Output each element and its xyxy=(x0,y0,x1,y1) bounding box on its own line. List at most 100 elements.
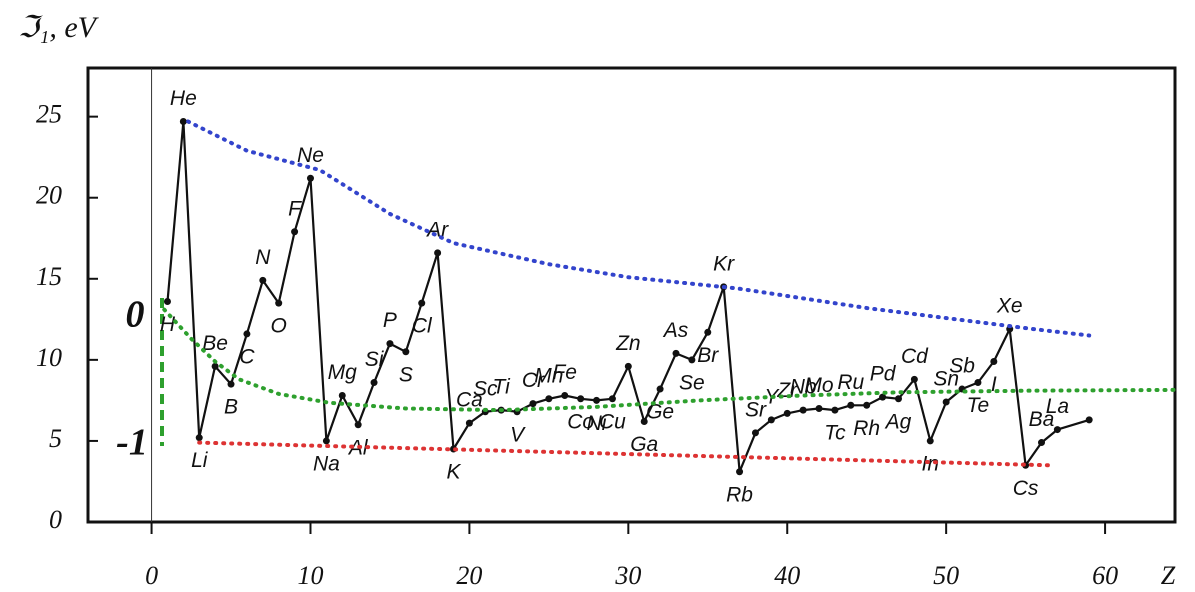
data-point xyxy=(338,392,346,400)
element-label: O xyxy=(271,315,287,338)
y-tick-label: 0 xyxy=(49,505,62,534)
element-label: Mn xyxy=(534,364,563,387)
data-point xyxy=(243,330,251,338)
element-label: Ga xyxy=(630,433,658,456)
data-point xyxy=(322,437,330,445)
element-label: Ge xyxy=(646,401,674,424)
data-point xyxy=(1053,426,1061,434)
data-line xyxy=(166,120,1091,473)
data-point xyxy=(751,429,759,437)
data-point xyxy=(386,340,394,348)
data-point xyxy=(783,409,791,417)
element-label: S xyxy=(399,363,413,386)
data-point xyxy=(656,385,664,393)
trend-line xyxy=(197,440,1052,468)
element-label: Fe xyxy=(552,361,577,384)
element-label: Tc xyxy=(824,422,846,445)
element-label: Se xyxy=(679,371,705,394)
element-label: Cl xyxy=(412,315,433,338)
data-point xyxy=(640,417,648,425)
y-tick-label: 10 xyxy=(36,343,62,372)
element-label: Sb xyxy=(949,355,975,378)
y-tick-label: 20 xyxy=(36,181,62,210)
element-label: Cu xyxy=(599,410,626,433)
x-tick-label: 50 xyxy=(933,561,959,590)
data-point xyxy=(704,328,712,336)
element-label: As xyxy=(662,319,689,342)
element-label: I xyxy=(991,373,997,396)
data-point xyxy=(465,419,473,427)
y-tick-label: 15 xyxy=(36,262,62,291)
element-label: C xyxy=(239,345,255,368)
element-label: K xyxy=(447,461,462,484)
data-point xyxy=(275,299,283,307)
data-point xyxy=(593,396,601,404)
x-tick-label: 0 xyxy=(145,561,158,590)
data-point xyxy=(418,299,426,307)
data-point xyxy=(306,174,314,182)
data-point xyxy=(163,297,171,305)
element-label: Ru xyxy=(837,371,864,394)
element-label: H xyxy=(160,313,176,336)
y-tick-label: 25 xyxy=(36,100,62,129)
data-point xyxy=(227,380,235,388)
element-label: Xe xyxy=(996,295,1023,318)
data-point xyxy=(974,379,982,387)
element-label: Br xyxy=(697,344,719,367)
element-label: N xyxy=(255,246,271,269)
element-label: Ni xyxy=(587,412,608,435)
data-point xyxy=(577,395,585,403)
data-point xyxy=(529,400,537,408)
data-point xyxy=(1038,439,1046,447)
element-label: La xyxy=(1046,395,1069,418)
data-point xyxy=(1085,416,1093,424)
element-label: Rh xyxy=(853,417,880,440)
data-point xyxy=(545,395,553,403)
data-point xyxy=(799,406,807,414)
x-tick-label: 30 xyxy=(614,561,641,590)
x-tick-label: 40 xyxy=(774,561,800,590)
data-point xyxy=(815,405,823,412)
element-label: Ne xyxy=(297,144,324,167)
data-point xyxy=(354,421,362,429)
annotation: -1 xyxy=(116,422,148,464)
element-label: Sr xyxy=(745,398,767,421)
trend-line xyxy=(186,119,1092,338)
x-tick-label: 20 xyxy=(456,561,482,590)
element-label: Nb xyxy=(790,376,817,399)
element-label: F xyxy=(288,197,302,220)
data-point xyxy=(863,401,871,409)
annotation: 0 xyxy=(126,294,145,336)
trend-line xyxy=(162,307,1176,413)
element-label: P xyxy=(383,309,397,332)
data-point xyxy=(831,406,839,414)
data-point xyxy=(608,395,616,403)
data-point xyxy=(847,401,855,409)
element-label: Cr xyxy=(522,369,545,392)
element-label: Te xyxy=(967,394,990,417)
element-label: Ag xyxy=(884,410,912,433)
data-point xyxy=(370,379,378,387)
data-point xyxy=(179,118,187,126)
x-tick-label: 60 xyxy=(1092,561,1118,590)
element-label: Ti xyxy=(493,376,512,399)
x-axis-label: Z xyxy=(1161,561,1176,590)
element-label: B xyxy=(224,396,238,419)
data-point xyxy=(291,228,299,236)
data-point xyxy=(195,434,203,442)
element-label: Cs xyxy=(1013,477,1039,500)
data-point xyxy=(434,249,442,257)
data-point xyxy=(942,398,950,406)
element-label: Sc xyxy=(473,377,498,400)
element-label: Li xyxy=(191,449,209,472)
element-label: Ca xyxy=(456,389,483,412)
y-tick-label: 5 xyxy=(49,424,62,453)
element-label: Sn xyxy=(933,368,959,391)
data-point xyxy=(211,362,219,370)
element-label: He xyxy=(170,87,197,110)
element-label: Kr xyxy=(713,252,735,275)
element-label: Cd xyxy=(901,345,929,368)
data-point xyxy=(767,416,775,424)
